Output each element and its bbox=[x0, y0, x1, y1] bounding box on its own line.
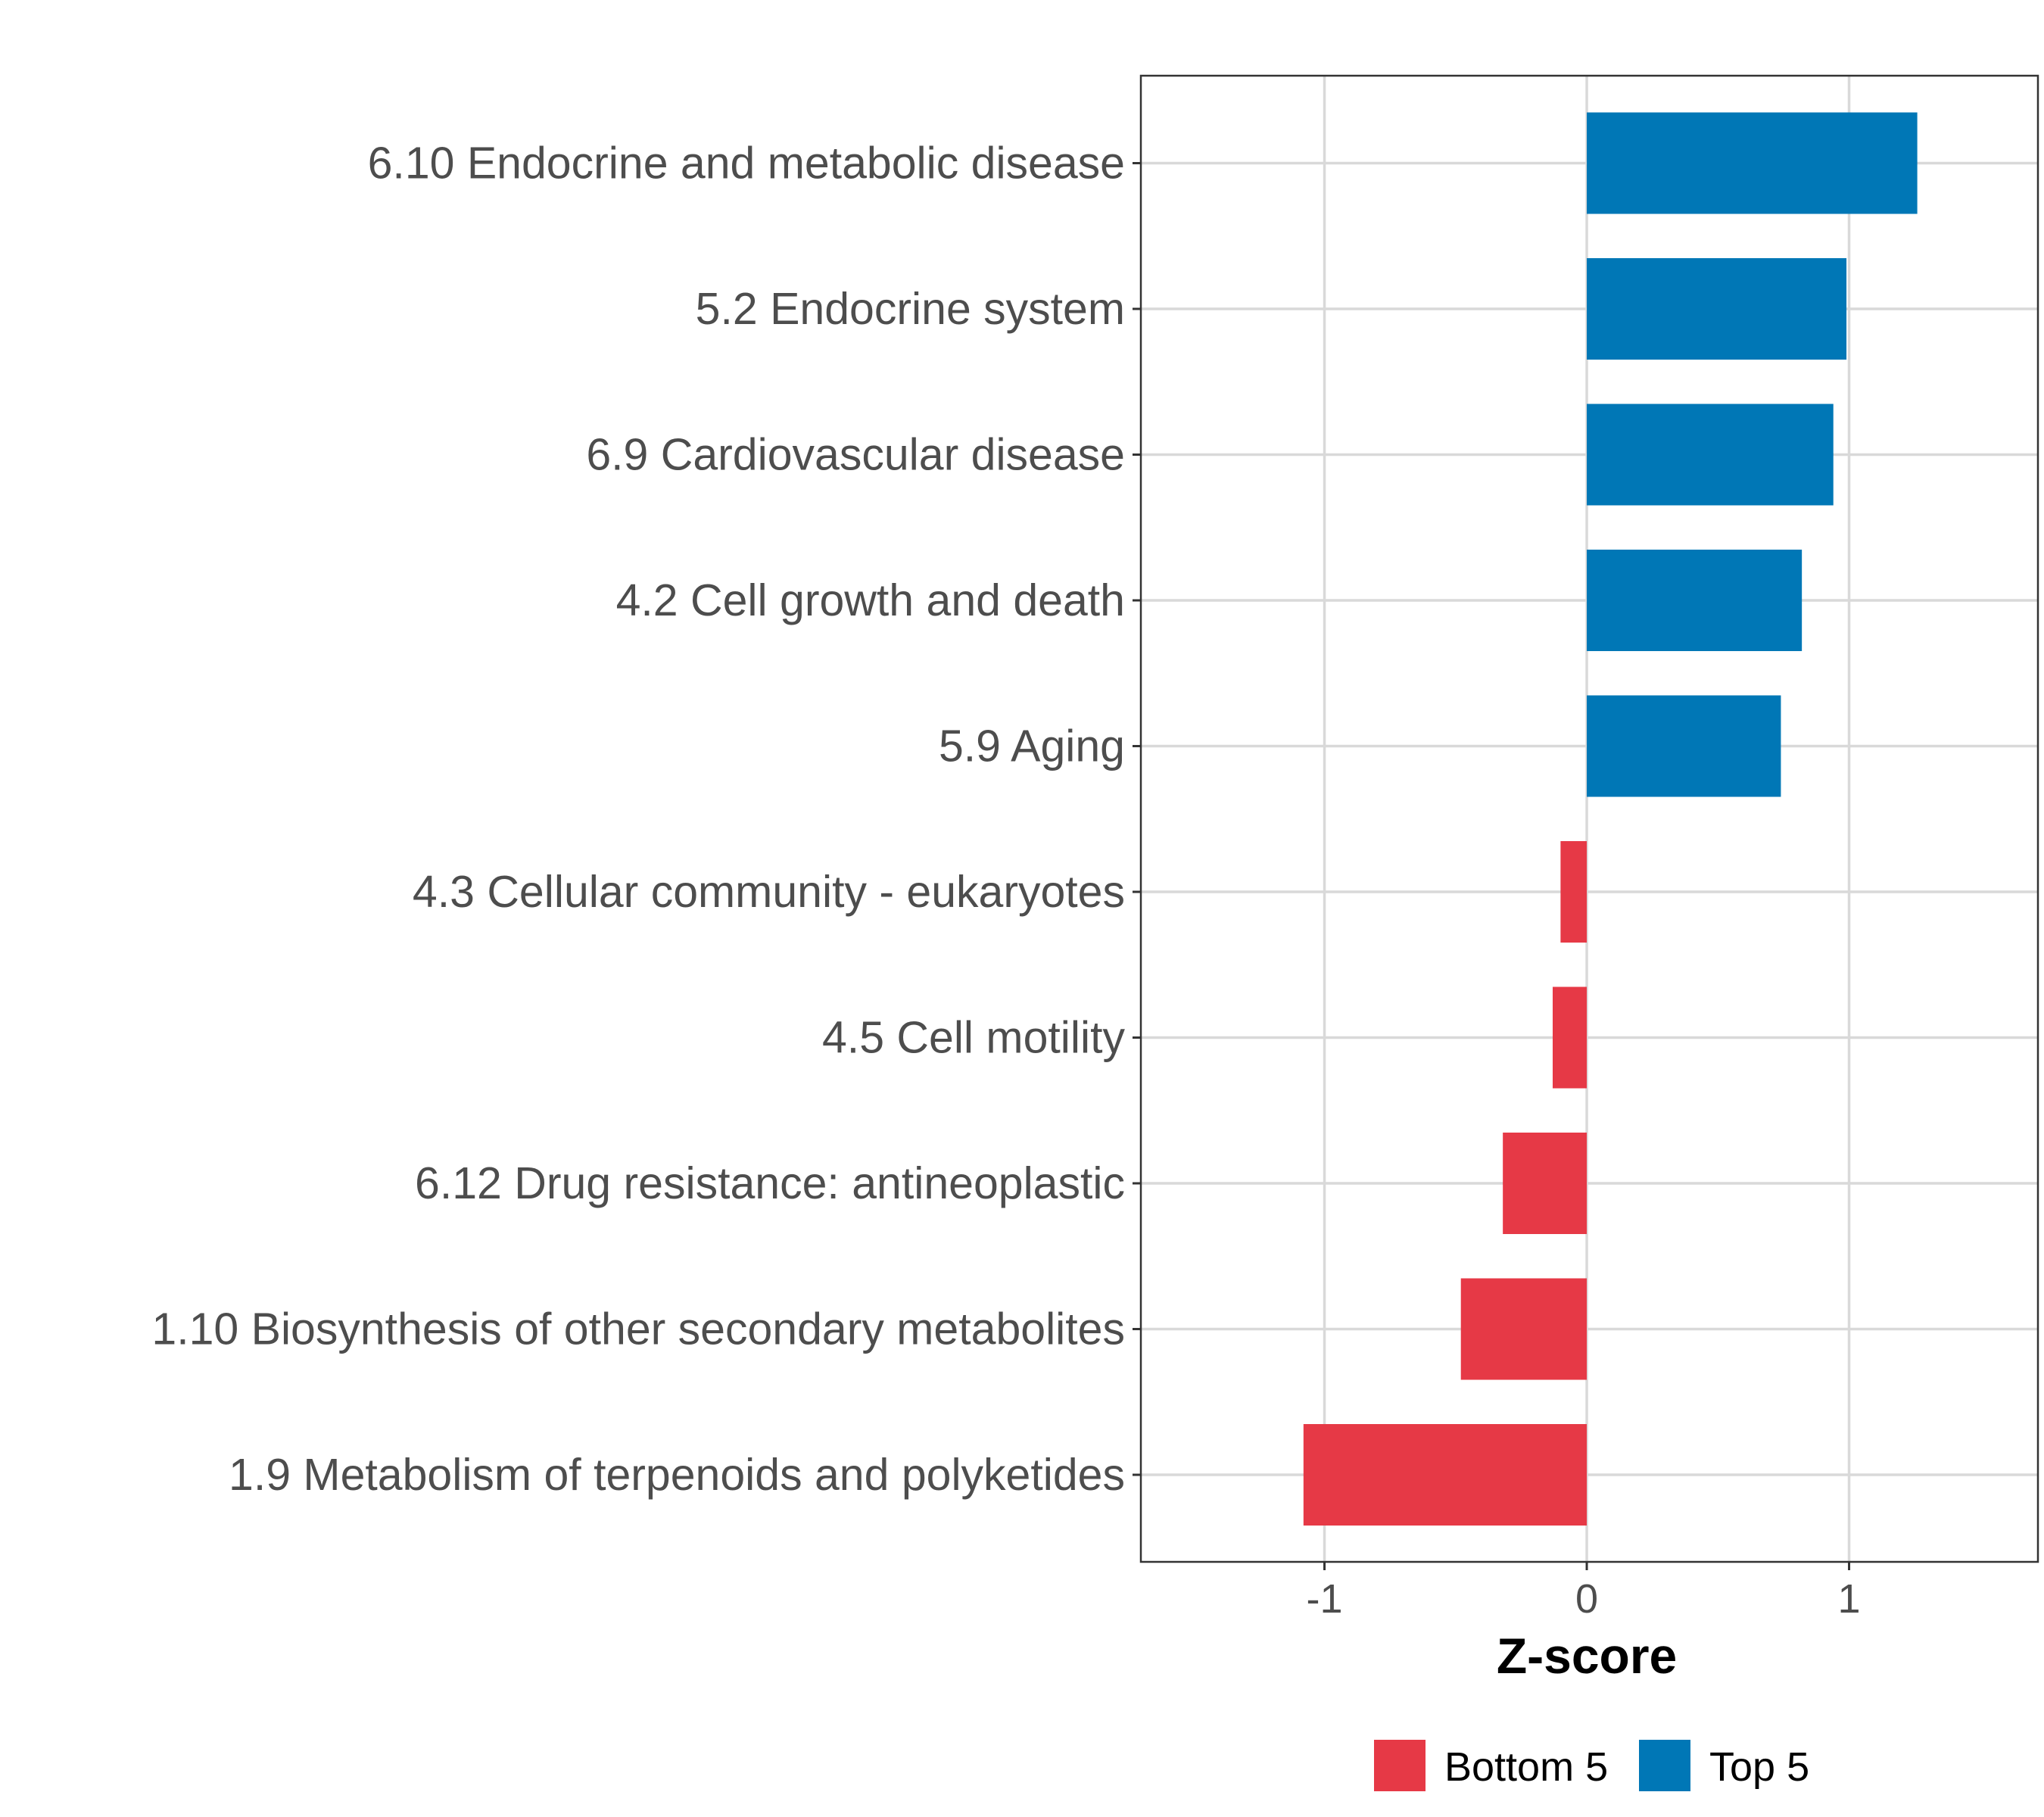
y-tick-label: 6.12 Drug resistance: antineoplastic bbox=[415, 1158, 1125, 1208]
legend-key-top-5 bbox=[1639, 1740, 1690, 1791]
bar-4-2-cell-growth-and-death bbox=[1587, 550, 1803, 651]
x-tick-label: 1 bbox=[1838, 1576, 1861, 1622]
bar-4-5-cell-motility bbox=[1552, 986, 1588, 1089]
y-tick-label: 1.10 Biosynthesis of other secondary met… bbox=[151, 1304, 1125, 1354]
y-tick-label: 4.3 Cellular community - eukaryotes bbox=[413, 867, 1125, 917]
y-tick-label: 5.2 Endocrine system bbox=[696, 284, 1125, 334]
y-tick-label: 6.9 Cardiovascular disease bbox=[586, 430, 1125, 480]
bar-5-2-endocrine-system bbox=[1587, 258, 1847, 360]
legend-label-top-5: Top 5 bbox=[1709, 1744, 1809, 1790]
x-tick-label: 0 bbox=[1575, 1576, 1598, 1622]
y-tick-label: 1.9 Metabolism of terpenoids and polyket… bbox=[229, 1450, 1125, 1500]
bar-1-10-biosynthesis-of-other-secondary-metabolites bbox=[1460, 1278, 1588, 1380]
bar-6-9-cardiovascular-disease bbox=[1587, 404, 1834, 506]
bar-6-12-drug-resistance-antineoplastic bbox=[1503, 1133, 1588, 1234]
x-tick-label: -1 bbox=[1307, 1576, 1343, 1622]
y-axis: 6.10 Endocrine and metabolic disease 5.2 … bbox=[151, 139, 1141, 1500]
plot-panel-border bbox=[1139, 74, 2039, 1563]
legend-label-bottom-5: Bottom 5 bbox=[1444, 1744, 1608, 1790]
y-tick-label: 4.5 Cell motility bbox=[822, 1013, 1126, 1063]
bars bbox=[1303, 112, 1918, 1526]
bar-5-9-aging bbox=[1587, 695, 1781, 797]
bar-1-9-metabolism-of-terpenoids-and-polyketides bbox=[1303, 1424, 1588, 1526]
bar-4-3-cellular-community-eukaryotes bbox=[1560, 841, 1588, 943]
y-tick-label: 6.10 Endocrine and metabolic disease bbox=[368, 139, 1125, 189]
y-tick-label: 4.2 Cell growth and death bbox=[616, 575, 1125, 625]
x-axis-title: Z-score bbox=[1497, 1628, 1677, 1684]
y-tick-label: 5.9 Aging bbox=[939, 722, 1125, 771]
x-axis: -1 0 1 bbox=[1307, 1562, 1861, 1622]
bar-6-10-endocrine-and-metabolic-disease bbox=[1587, 112, 1918, 214]
legend-key-bottom-5 bbox=[1374, 1740, 1426, 1791]
legend: Bottom 5 Top 5 bbox=[1374, 1740, 1809, 1791]
